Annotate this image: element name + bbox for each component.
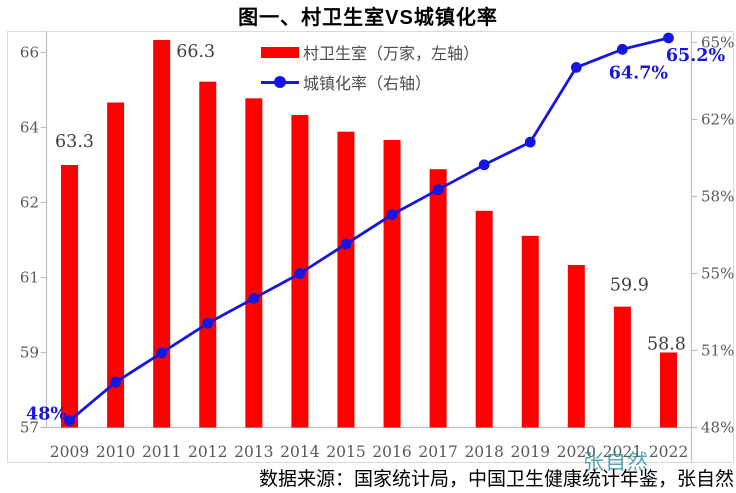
line-swatch-icon bbox=[261, 76, 299, 88]
left-axis-tick-label: 61 bbox=[20, 269, 39, 287]
left-axis-tick-label: 57 bbox=[20, 419, 39, 437]
line-point-2021 bbox=[616, 43, 628, 55]
left-axis-tick-label: 64 bbox=[20, 119, 39, 137]
left-axis-tick-label: 59 bbox=[20, 344, 39, 362]
x-axis-label-2019: 2019 bbox=[511, 443, 550, 461]
legend-line-label: 城镇化率（右轴） bbox=[303, 74, 432, 93]
right-axis-tick-label: 62% bbox=[701, 111, 734, 129]
watermark: 张自然 bbox=[583, 450, 649, 474]
x-axis-label-2012: 2012 bbox=[188, 443, 227, 461]
line-data-label-2021: 64.7% bbox=[609, 63, 669, 83]
bar-2020 bbox=[567, 265, 585, 428]
bar-2022 bbox=[659, 352, 677, 428]
line-point-2010 bbox=[110, 376, 122, 388]
x-axis-label-2015: 2015 bbox=[326, 443, 365, 461]
legend-item-line: 城镇化率（右轴） bbox=[261, 67, 479, 97]
legend-item-bar: 村卫生室（万家，左轴） bbox=[261, 37, 479, 67]
bar-2015 bbox=[337, 131, 355, 428]
bar-data-label-2011: 66.3 bbox=[176, 42, 215, 62]
left-axis-tick-label: 62 bbox=[20, 194, 39, 212]
bar-2012 bbox=[199, 81, 217, 428]
line-marker-icon bbox=[274, 76, 286, 88]
x-axis-label-2021: 2021 bbox=[603, 443, 642, 461]
source-note: 数据来源：国家统计局，中国卫生健康统计年鉴，张自然 bbox=[258, 468, 734, 490]
right-axis-tick-label: 65% bbox=[701, 34, 734, 52]
x-axis-label-2020: 2020 bbox=[557, 443, 596, 461]
line-point-2020 bbox=[570, 62, 582, 73]
bar-2019 bbox=[521, 235, 539, 428]
legend: 村卫生室（万家，左轴） 城镇化率（右轴） bbox=[261, 37, 479, 97]
line-point-2011 bbox=[156, 347, 168, 359]
urbanization-line bbox=[68, 36, 669, 422]
x-axis-label-2018: 2018 bbox=[464, 443, 503, 461]
line-data-label-2022: 65.2% bbox=[666, 46, 726, 66]
bar-2018 bbox=[475, 210, 493, 428]
bar-2011 bbox=[153, 40, 171, 428]
bar-2021 bbox=[613, 306, 631, 428]
bar-2017 bbox=[429, 169, 447, 428]
bar-2016 bbox=[383, 140, 401, 428]
bar-2013 bbox=[245, 98, 263, 428]
x-axis-label-2022: 2022 bbox=[649, 443, 688, 461]
legend-bar-label: 村卫生室（万家，左轴） bbox=[303, 44, 480, 63]
bar-data-label-2009: 63.3 bbox=[55, 132, 94, 152]
line-point-2013 bbox=[248, 293, 260, 304]
x-axis-label-2011: 2011 bbox=[142, 443, 181, 461]
right-axis-tick-label: 58% bbox=[701, 188, 734, 206]
x-axis-label-2009: 2009 bbox=[50, 443, 89, 461]
line-point-2014 bbox=[294, 268, 306, 279]
line-point-2018 bbox=[478, 159, 490, 171]
chart-frame bbox=[7, 31, 734, 463]
line-data-label-2009: 48% bbox=[26, 405, 67, 425]
bar-2009 bbox=[61, 165, 79, 428]
right-axis-tick-label: 48% bbox=[701, 419, 734, 437]
line-point-2022 bbox=[663, 32, 674, 44]
line-point-2012 bbox=[202, 317, 214, 329]
line-point-2009 bbox=[64, 415, 75, 427]
right-axis-tick-label: 55% bbox=[701, 265, 734, 283]
line-point-2019 bbox=[524, 136, 536, 148]
x-axis-label-2013: 2013 bbox=[234, 443, 273, 461]
line-point-2016 bbox=[386, 209, 398, 221]
left-axis-tick-label: 66 bbox=[20, 44, 39, 62]
x-axis-label-2010: 2010 bbox=[96, 443, 135, 461]
x-axis-label-2014: 2014 bbox=[280, 443, 320, 461]
bar-2010 bbox=[107, 102, 125, 428]
line-point-2017 bbox=[432, 184, 444, 196]
bar-data-label-2021: 59.9 bbox=[610, 276, 649, 296]
bar-data-label-2022: 58.8 bbox=[647, 335, 686, 355]
x-axis-label-2017: 2017 bbox=[418, 443, 457, 461]
chart-title: 图一、村卫生室VS城镇化率 bbox=[238, 7, 498, 29]
right-axis-tick-label: 51% bbox=[701, 342, 734, 360]
x-axis-label-2016: 2016 bbox=[372, 443, 411, 461]
bar-swatch-icon bbox=[261, 46, 299, 58]
line-point-2015 bbox=[340, 238, 352, 250]
